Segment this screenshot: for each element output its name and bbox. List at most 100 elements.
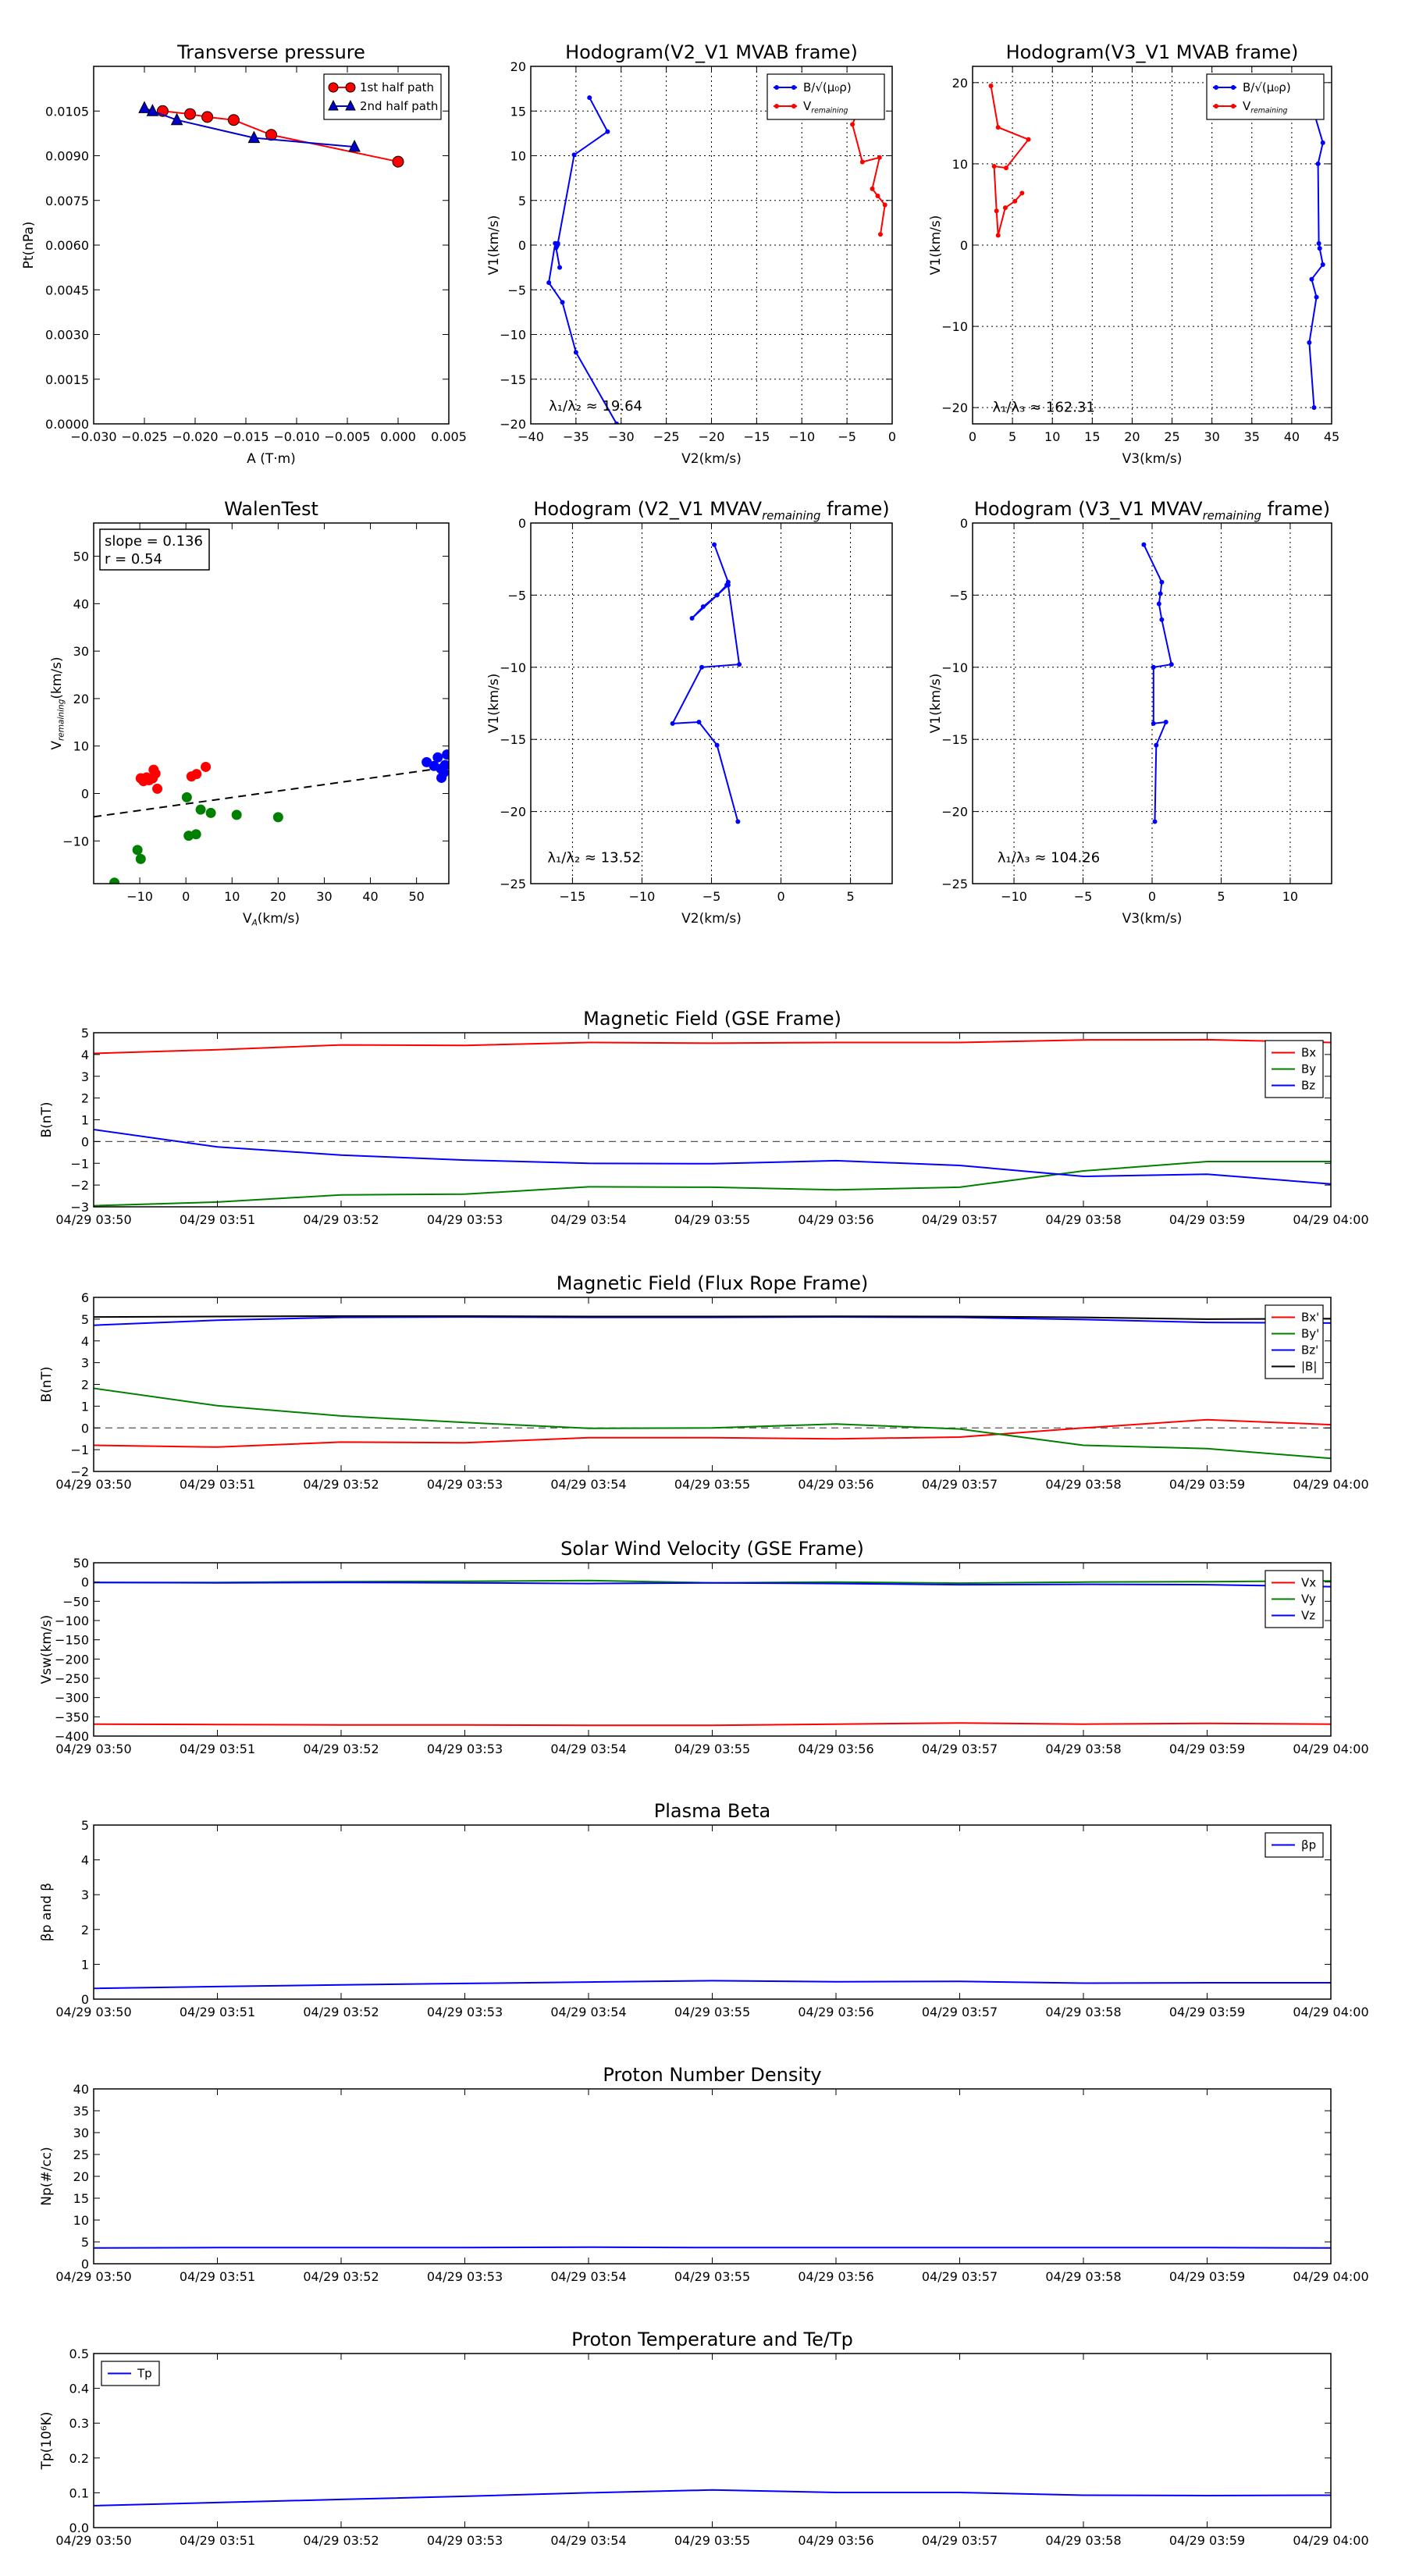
y-tick-label: 0.0090 bbox=[45, 149, 89, 164]
y-tick-label: −10 bbox=[500, 660, 526, 675]
series-Tp bbox=[94, 2489, 1331, 2507]
y-tick-label: −25 bbox=[941, 877, 968, 891]
x-tick-label: −0.015 bbox=[222, 429, 269, 444]
x-tick-label: 04/29 03:53 bbox=[427, 2269, 503, 2284]
y-tick-label: −10 bbox=[941, 660, 968, 675]
data-point bbox=[988, 83, 994, 88]
x-tick-label: 04/29 03:58 bbox=[1045, 1212, 1121, 1227]
y-tick-label: −10 bbox=[941, 319, 968, 334]
y-tick-label: 30 bbox=[73, 2126, 89, 2140]
data-point bbox=[877, 232, 883, 237]
y-tick-label: 20 bbox=[510, 59, 526, 74]
legend: Tp bbox=[101, 2361, 160, 2386]
series-points bbox=[422, 749, 449, 783]
series-Bx' bbox=[94, 1418, 1331, 1448]
scatter-point bbox=[109, 877, 120, 884]
data-point bbox=[573, 350, 578, 355]
y-tick-label: 15 bbox=[73, 2191, 89, 2206]
x-tick-label: 04/29 03:54 bbox=[550, 1212, 626, 1227]
x-tick-label: −15 bbox=[560, 889, 586, 904]
x-tick-label: 04/29 03:52 bbox=[303, 1477, 379, 1492]
chart-walen: WalenTest −10 0 10 20 30 40 50 −10 0 10 20 30 40 50 VA(… bbox=[49, 498, 450, 928]
y-tick-label: −300 bbox=[55, 1691, 89, 1706]
data-point bbox=[1159, 617, 1165, 622]
y-tick-label: 20 bbox=[952, 76, 968, 91]
x-tick-label: 04/29 03:50 bbox=[55, 1477, 131, 1492]
data-point bbox=[877, 155, 882, 160]
y-tick-label: 2 bbox=[81, 1378, 89, 1393]
x-tick-label: 04/29 03:52 bbox=[303, 1742, 379, 1756]
data-point bbox=[1156, 601, 1161, 607]
data-point bbox=[1314, 294, 1319, 300]
series-By' bbox=[94, 1387, 1331, 1460]
y-tick-label: 4 bbox=[81, 1334, 89, 1349]
x-tick-label: 04/29 03:53 bbox=[427, 2533, 503, 2548]
y-tick-label: −5 bbox=[507, 588, 526, 603]
plot-frame bbox=[93, 1824, 1332, 2000]
data-point bbox=[1317, 246, 1322, 251]
x-tick-label: 04/29 04:00 bbox=[1293, 2005, 1368, 2019]
y-tick-label: 15 bbox=[510, 104, 526, 119]
x-tick-label: 04/29 04:00 bbox=[1293, 2269, 1368, 2284]
y-tick-label: 10 bbox=[73, 2213, 89, 2228]
y-tick-label: 50 bbox=[73, 550, 89, 564]
x-axis-label: V3(km/s) bbox=[1122, 911, 1183, 927]
legend-label: Vremaining bbox=[1243, 99, 1288, 115]
legend-marker bbox=[1231, 85, 1236, 90]
series-points bbox=[670, 542, 742, 824]
y-tick-label: 0.0015 bbox=[45, 372, 89, 387]
x-tick-label: 20 bbox=[270, 889, 286, 904]
x-tick-label: 04/29 03:51 bbox=[180, 2005, 255, 2019]
x-tick-label: 04/29 03:56 bbox=[798, 1742, 873, 1756]
x-tick-label: 10 bbox=[224, 889, 240, 904]
chart-bgse: Magnetic Field (GSE Frame) 04/29 03:50 04/… bbox=[39, 1008, 1369, 1227]
y-tick-label: −10 bbox=[500, 328, 526, 343]
scatter-point bbox=[190, 829, 201, 840]
x-tick-label: 04/29 03:59 bbox=[1169, 2005, 1245, 2019]
series-V_remaining bbox=[848, 99, 887, 237]
data-point bbox=[557, 265, 563, 270]
legend: B/√(μ₀ρ) Vremaining bbox=[767, 73, 885, 120]
fit-line bbox=[94, 766, 449, 818]
scatter-point bbox=[201, 761, 212, 772]
x-tick-label: 04/29 03:59 bbox=[1169, 1742, 1245, 1756]
x-tick-label: −10 bbox=[629, 889, 656, 904]
y-tick-label: 50 bbox=[73, 1556, 89, 1571]
y-axis-label: Vremaining(km/s) bbox=[49, 656, 66, 749]
y-tick-label: −15 bbox=[500, 732, 526, 747]
x-tick-label: 04/29 03:58 bbox=[1045, 2005, 1121, 2019]
y-tick-label: −350 bbox=[55, 1710, 89, 1724]
data-point bbox=[882, 202, 887, 208]
data-point bbox=[714, 592, 720, 598]
data-point bbox=[995, 233, 1001, 238]
x-tick-label: 04/29 03:50 bbox=[55, 2005, 131, 2019]
chart-vsw: Solar Wind Velocity (GSE Frame) 04/29 03:… bbox=[39, 1538, 1369, 1756]
x-tick-label: 04/29 03:53 bbox=[427, 2005, 503, 2019]
y-axis-label: B(nT) bbox=[39, 1101, 55, 1137]
data-point bbox=[560, 300, 565, 305]
series-line bbox=[94, 1161, 1331, 1207]
chart-hodo_v2_mvav: Hodogram (V2_V1 MVAVremaining frame) −15 −… bbox=[486, 498, 893, 927]
data-point bbox=[735, 819, 741, 824]
y-tick-label: −3 bbox=[70, 1200, 89, 1215]
series-line bbox=[850, 101, 886, 235]
y-axis-label: βp and β bbox=[39, 1883, 55, 1941]
annotation-text: λ₁/λ₂ ≈ 19.64 bbox=[549, 398, 642, 415]
y-tick-label: 25 bbox=[73, 2147, 89, 2162]
legend-marker bbox=[328, 99, 339, 111]
legend-label: βp bbox=[1301, 1838, 1316, 1852]
data-point bbox=[348, 139, 361, 152]
x-axis-label: V3(km/s) bbox=[1122, 451, 1183, 467]
x-tick-label: 0 bbox=[1148, 889, 1156, 904]
data-point bbox=[587, 95, 592, 101]
legend-label: Bx' bbox=[1301, 1311, 1319, 1325]
data-point bbox=[1151, 664, 1156, 670]
series-points bbox=[135, 761, 212, 794]
legend: Bx' By' Bz' |B| bbox=[1264, 1304, 1324, 1379]
data-point bbox=[184, 108, 196, 120]
data-point bbox=[870, 186, 875, 191]
x-tick-label: 04/29 03:51 bbox=[180, 1212, 255, 1227]
data-point bbox=[1026, 137, 1031, 142]
y-axis-label: V1(km/s) bbox=[928, 674, 944, 734]
x-tick-label: 04/29 03:55 bbox=[674, 2005, 750, 2019]
